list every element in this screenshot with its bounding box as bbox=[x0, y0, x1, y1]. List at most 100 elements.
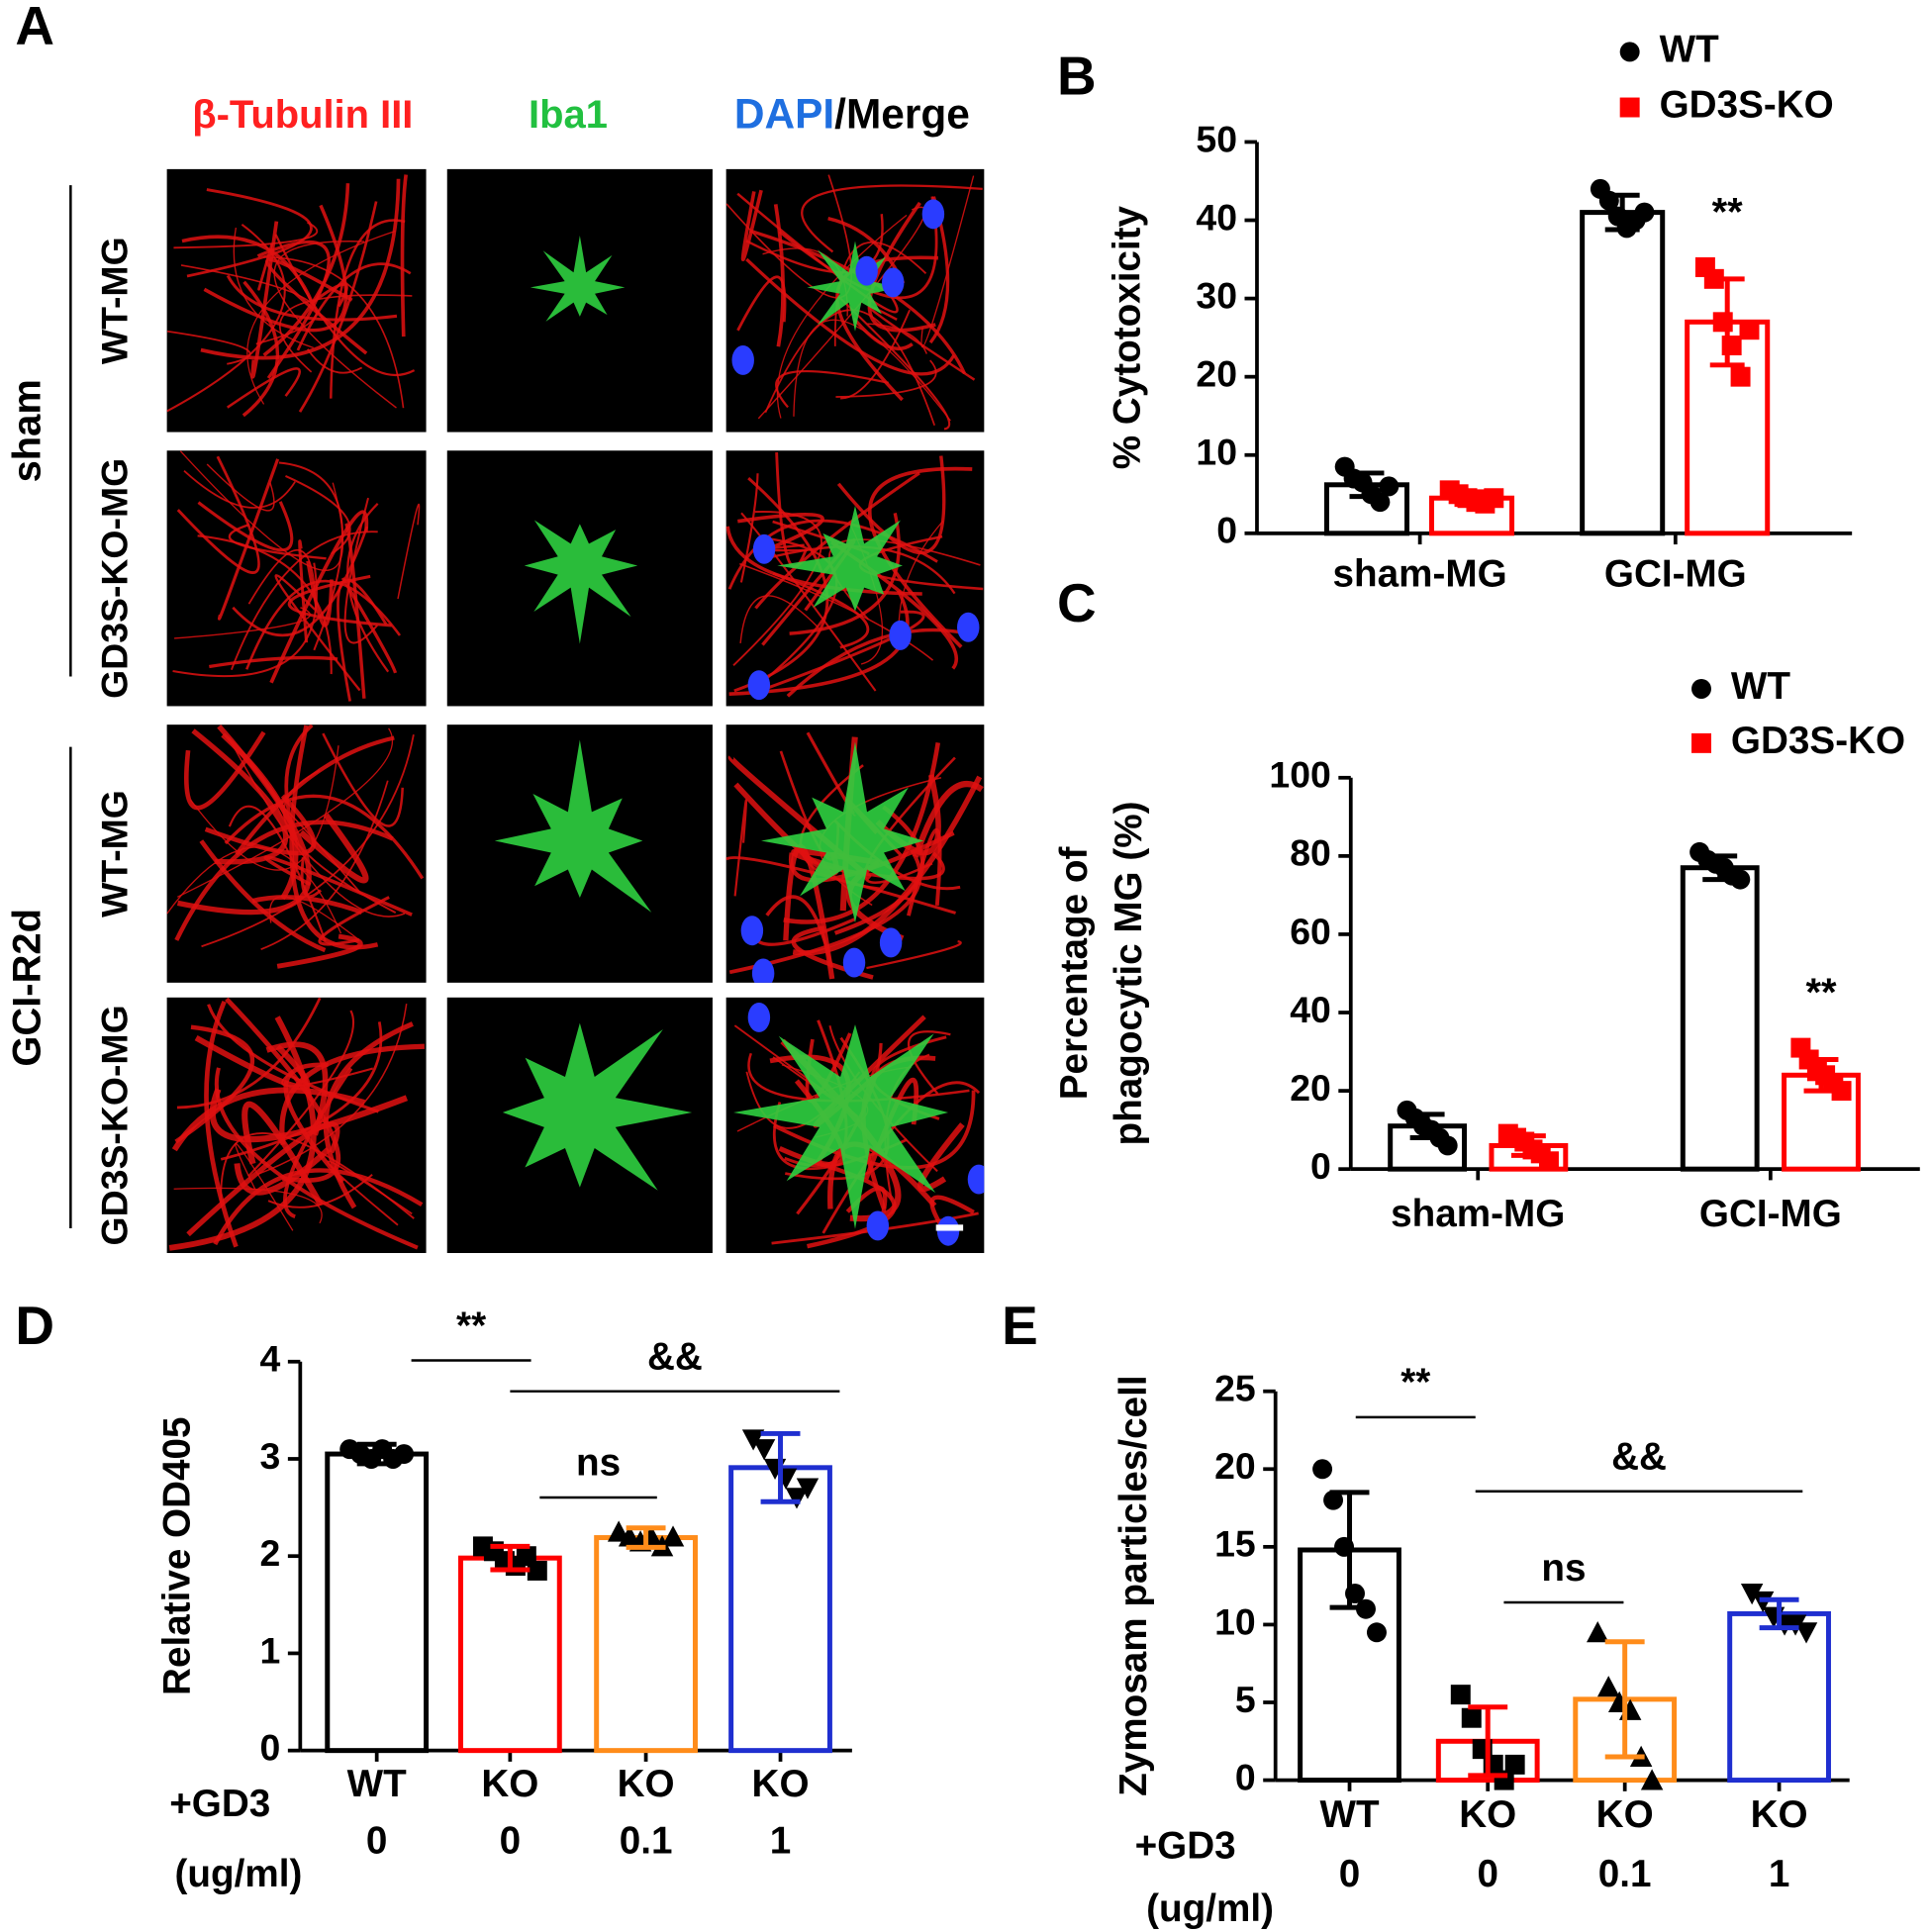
neurite bbox=[771, 1211, 979, 1245]
dose-axis-label: +GD3 bbox=[1135, 1824, 1236, 1867]
column-header-part: /Merge bbox=[834, 91, 970, 138]
neurite bbox=[747, 1052, 970, 1103]
y-axis-label: Zymosam particles/cell bbox=[1112, 1375, 1155, 1795]
micrograph bbox=[166, 450, 427, 707]
bar bbox=[457, 1555, 562, 1754]
microglia bbox=[524, 520, 638, 644]
micrograph bbox=[446, 168, 713, 433]
neurite bbox=[183, 730, 266, 811]
micrograph-content bbox=[166, 174, 416, 418]
comparison-label: && bbox=[1611, 1436, 1667, 1479]
neurite bbox=[400, 174, 408, 338]
neurite bbox=[273, 241, 397, 409]
microglia bbox=[777, 505, 903, 612]
nucleus bbox=[936, 1215, 960, 1246]
panel-label: A bbox=[15, 0, 54, 55]
neurite bbox=[786, 628, 965, 698]
y-axis-label: % Cytotoxicity bbox=[1107, 205, 1149, 469]
dose-axis-label: +GD3 bbox=[169, 1783, 270, 1825]
column-header: Iba1 bbox=[529, 93, 608, 137]
y-tick-label: 2 bbox=[260, 1532, 281, 1574]
nucleus bbox=[879, 927, 903, 958]
neurite bbox=[757, 206, 926, 420]
x-tick-label: KO bbox=[1596, 1793, 1654, 1836]
neurite bbox=[274, 574, 361, 692]
data-point bbox=[1721, 336, 1742, 356]
neurite bbox=[201, 734, 415, 948]
neurite bbox=[739, 595, 820, 644]
neurite bbox=[739, 562, 934, 661]
micrograph bbox=[446, 450, 713, 707]
x-tick-label: GCI-MG bbox=[1604, 553, 1747, 596]
micrograph-background bbox=[166, 168, 427, 433]
neurite bbox=[227, 367, 302, 409]
x-tick-label: GCI-MG bbox=[1699, 1193, 1842, 1235]
data-point bbox=[1596, 1676, 1620, 1697]
neurite bbox=[176, 455, 260, 574]
data-point bbox=[661, 1525, 685, 1547]
nucleus bbox=[751, 958, 775, 983]
group-label: GCI-R2d bbox=[6, 909, 49, 1067]
micrograph bbox=[166, 168, 427, 433]
micrograph-content bbox=[725, 731, 984, 983]
data-point bbox=[1831, 1081, 1852, 1102]
data-point bbox=[1730, 869, 1751, 890]
neurite bbox=[228, 736, 406, 918]
micrograph-content bbox=[725, 174, 983, 431]
nucleus bbox=[921, 199, 945, 230]
nucleus bbox=[882, 267, 905, 298]
neurite bbox=[298, 539, 309, 643]
data-point bbox=[1712, 312, 1733, 333]
legend-label: GD3S-KO bbox=[1731, 720, 1905, 762]
data-point bbox=[1619, 97, 1640, 118]
y-tick-label: 1 bbox=[260, 1629, 281, 1671]
row-label: WT-MG bbox=[94, 790, 136, 918]
neurite bbox=[728, 589, 910, 696]
dose-label: 0.1 bbox=[1598, 1853, 1652, 1895]
row-label: GD3S-KO-MG bbox=[94, 458, 136, 699]
neurite bbox=[241, 280, 280, 418]
micrograph bbox=[166, 724, 427, 983]
neurite bbox=[775, 452, 808, 568]
panel-label: E bbox=[1002, 1295, 1038, 1356]
neurite bbox=[228, 524, 327, 560]
row-label: WT-MG bbox=[94, 237, 136, 364]
neurite bbox=[183, 470, 296, 509]
neurite bbox=[207, 1004, 379, 1113]
y-tick-label: 20 bbox=[1214, 1445, 1256, 1487]
dose-label: 0 bbox=[1477, 1853, 1498, 1895]
data-point bbox=[1504, 1754, 1525, 1775]
neurite bbox=[194, 1035, 311, 1091]
y-tick-label: 0 bbox=[260, 1727, 281, 1769]
micrograph bbox=[725, 450, 985, 707]
neurite bbox=[283, 1062, 344, 1184]
dose-label: 0.1 bbox=[620, 1819, 673, 1862]
neurite bbox=[737, 513, 824, 556]
micrograph bbox=[446, 997, 713, 1253]
neurite bbox=[204, 1000, 239, 1248]
data-point bbox=[1634, 202, 1655, 223]
neurite bbox=[217, 458, 280, 621]
micrograph bbox=[446, 724, 713, 983]
data-point bbox=[1461, 1707, 1482, 1728]
y-tick-label: 0 bbox=[1235, 1756, 1256, 1797]
micrograph-content bbox=[530, 236, 626, 322]
neurite bbox=[908, 1030, 951, 1095]
microglia bbox=[807, 241, 902, 332]
comparison-label: ns bbox=[1541, 1547, 1586, 1590]
annotation: ** bbox=[1712, 191, 1744, 235]
neurite bbox=[340, 577, 398, 674]
neurite bbox=[274, 234, 416, 376]
y-tick-label: 40 bbox=[1290, 989, 1331, 1030]
bar bbox=[1727, 1610, 1831, 1784]
micrograph-content bbox=[494, 739, 652, 913]
neurite bbox=[197, 534, 333, 675]
neurite bbox=[279, 294, 413, 373]
neurite bbox=[298, 201, 378, 413]
y-tick-label: 30 bbox=[1196, 274, 1237, 316]
neurite bbox=[917, 1122, 965, 1193]
dose-label: 1 bbox=[770, 1819, 792, 1862]
y-tick-label: 0 bbox=[1310, 1145, 1331, 1187]
micrograph bbox=[725, 724, 985, 983]
